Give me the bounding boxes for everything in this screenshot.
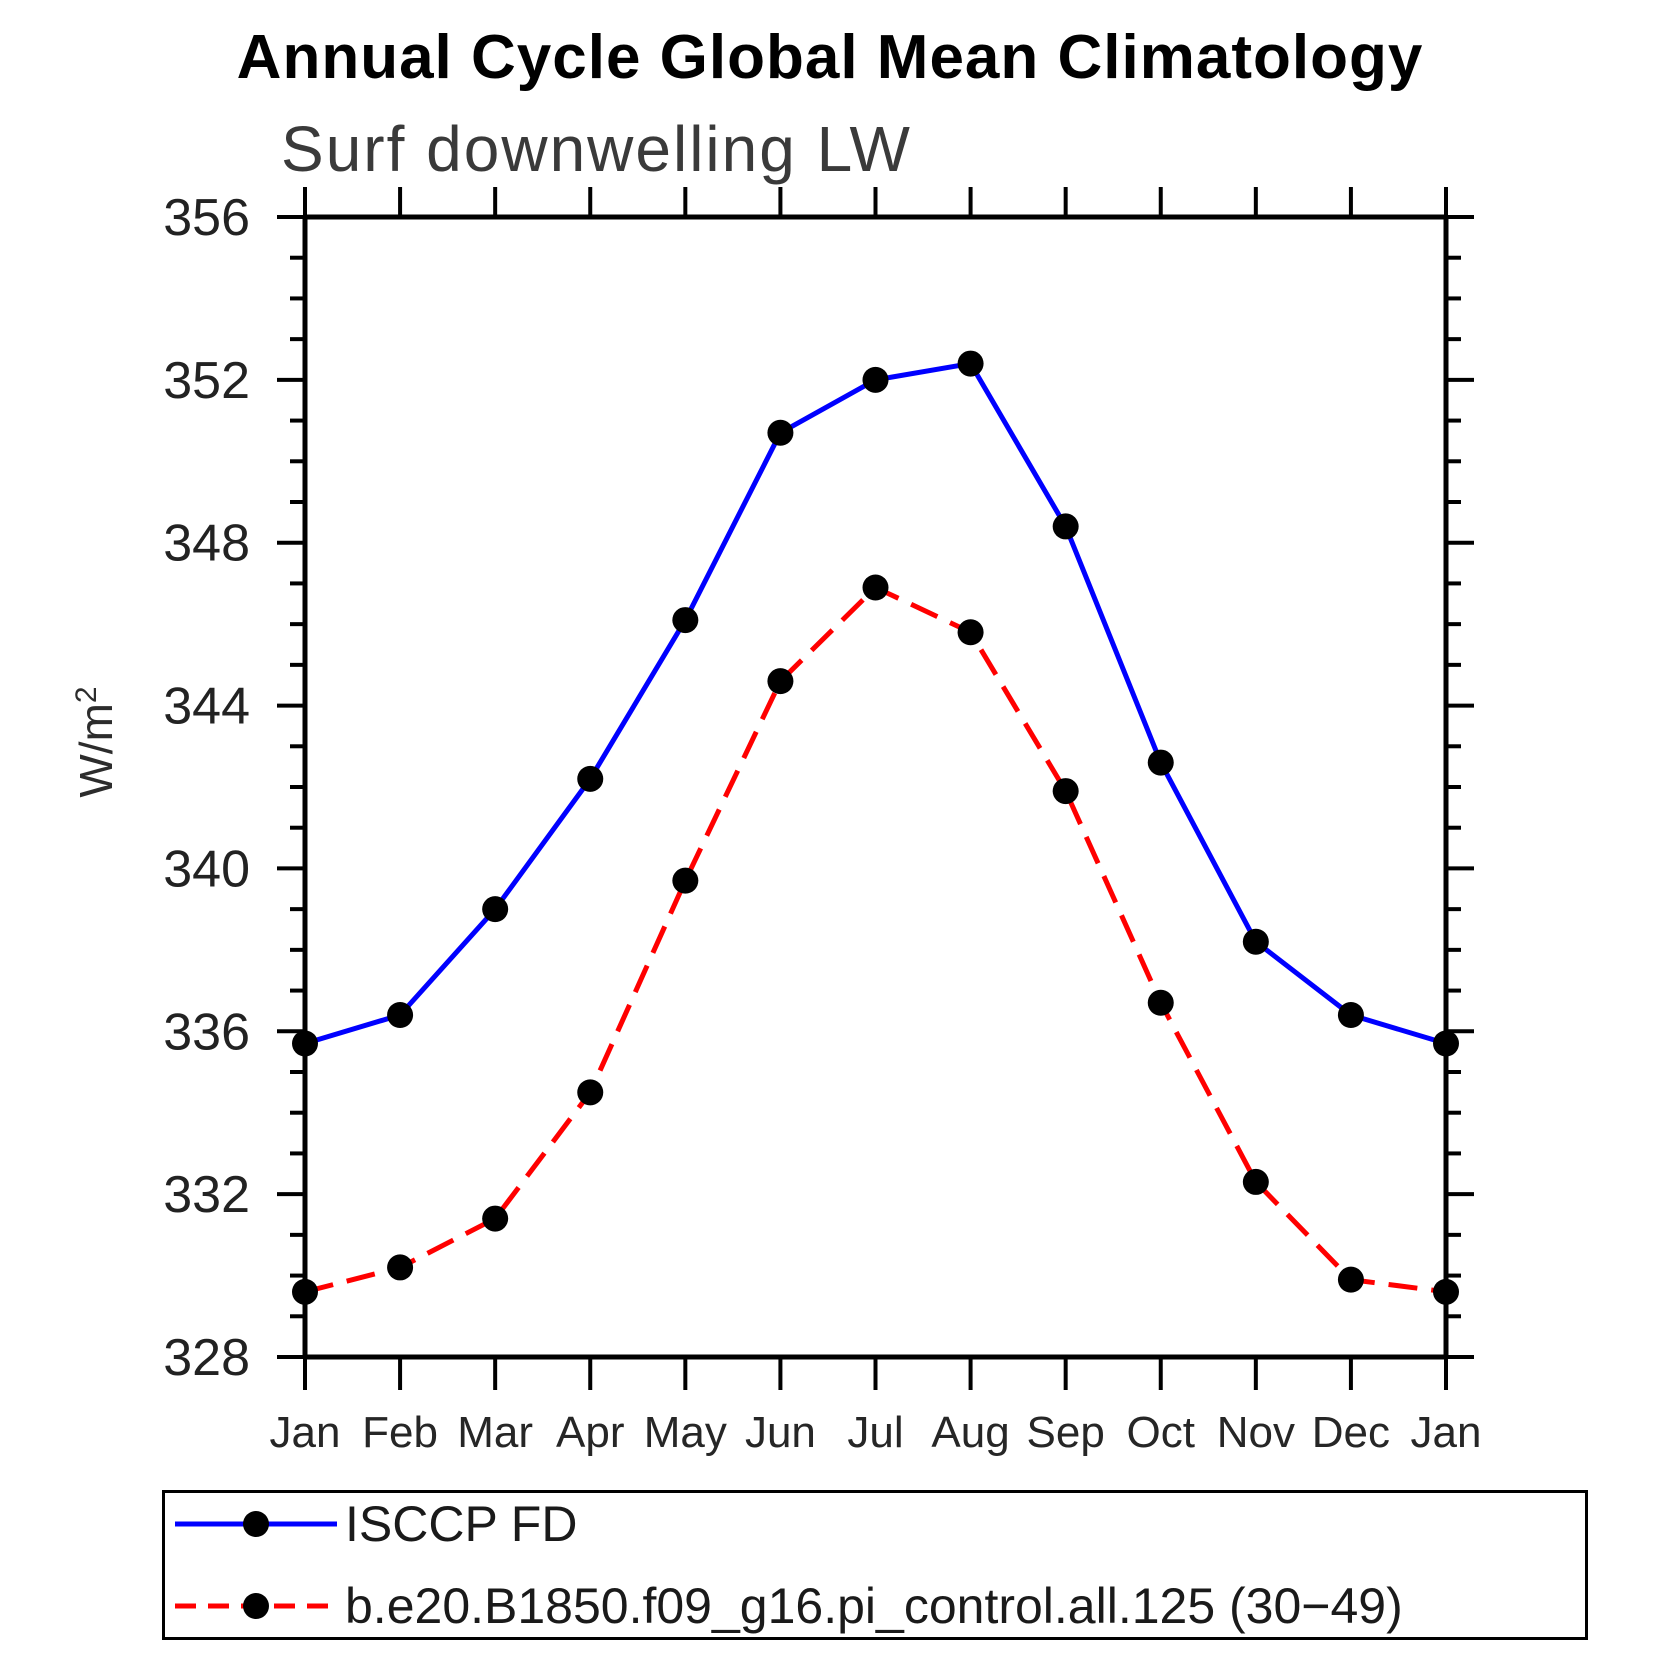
x-axis-ticks (303, 187, 1448, 1390)
data-point (862, 366, 889, 393)
y-tick-label: 352 (163, 352, 250, 410)
data-point (957, 619, 984, 646)
x-tick-label: Feb (362, 1408, 438, 1457)
data-point (292, 1278, 318, 1305)
data-point (767, 419, 794, 446)
y-tick-label: 356 (163, 189, 250, 247)
data-point (387, 1002, 414, 1028)
data-point (957, 350, 984, 377)
data-point (672, 867, 699, 894)
data-point (1052, 513, 1079, 540)
legend-label-model: b.e20.B1850.f09_g16.pi_control.all.125 (… (345, 1578, 1403, 1634)
x-tick-label: Dec (1312, 1408, 1390, 1457)
legend-item-isccp-fd: ISCCP FD (171, 1495, 1585, 1553)
data-point (862, 574, 889, 601)
x-tick-label: Mar (457, 1408, 533, 1457)
x-tick-label: Sep (1027, 1408, 1105, 1457)
x-tick-label: Jan (1411, 1408, 1482, 1457)
legend-box: ISCCP FD b.e20.B1850.f09_g16.pi_control.… (162, 1490, 1588, 1640)
series-line-b-e20-b1850-f09-g16-pi-control (304, 585, 1447, 1295)
legend-label-isccp-fd: ISCCP FD (345, 1496, 578, 1552)
data-point (1433, 1030, 1459, 1057)
data-point (1337, 1002, 1364, 1028)
x-tick-label: Nov (1217, 1408, 1295, 1457)
y-tick-label: 332 (163, 1166, 250, 1224)
x-tick-labels: Jan Feb Mar Apr May Jun Jul Aug Sep Oct Nov Dec Jan (270, 1408, 1482, 1457)
y-tick-label: 344 (163, 678, 250, 736)
data-point (1147, 989, 1174, 1016)
data-point (387, 1254, 414, 1281)
data-point (767, 668, 794, 695)
chart-subtitle: Surf downwelling LW (281, 113, 912, 185)
x-tick-label: Oct (1127, 1408, 1195, 1457)
legend-item-model: b.e20.B1850.f09_g16.pi_control.all.125 (… (171, 1577, 1585, 1635)
x-tick-label: Jul (847, 1408, 903, 1457)
x-tick-label: Jun (745, 1408, 816, 1457)
y-tick-labels: 328 332 336 340 344 348 352 356 (163, 189, 250, 1387)
legend-line-dashed-icon (175, 1593, 337, 1619)
data-point (482, 1205, 509, 1232)
data-point (1242, 1168, 1269, 1195)
legend-line-solid-icon (175, 1511, 337, 1537)
y-axis-label: W/m2 (70, 686, 122, 797)
x-tick-label: May (644, 1408, 727, 1457)
series-line-isccp-fd (304, 361, 1447, 1046)
data-point (1147, 749, 1174, 776)
series-markers-b-e20-b1850-f09-g16-pi-control (292, 574, 1459, 1305)
x-tick-label: Jan (270, 1408, 341, 1457)
data-point (1337, 1266, 1364, 1293)
data-point (482, 896, 509, 923)
chart-title: Annual Cycle Global Mean Climatology (236, 23, 1424, 92)
y-tick-label: 340 (163, 840, 250, 898)
data-point (1433, 1278, 1459, 1305)
data-point (577, 1079, 604, 1106)
y-axis-ticks (277, 215, 1474, 1359)
data-point (1242, 928, 1269, 955)
series-markers-isccp-fd (292, 350, 1459, 1057)
data-point (1052, 778, 1079, 805)
y-tick-label: 336 (163, 1003, 250, 1061)
data-point (672, 607, 699, 634)
y-tick-label: 328 (163, 1329, 250, 1387)
data-point (292, 1030, 318, 1057)
x-tick-label: Aug (931, 1408, 1009, 1457)
y-tick-label: 348 (163, 515, 250, 573)
data-point (577, 765, 604, 792)
x-tick-label: Apr (556, 1408, 624, 1457)
